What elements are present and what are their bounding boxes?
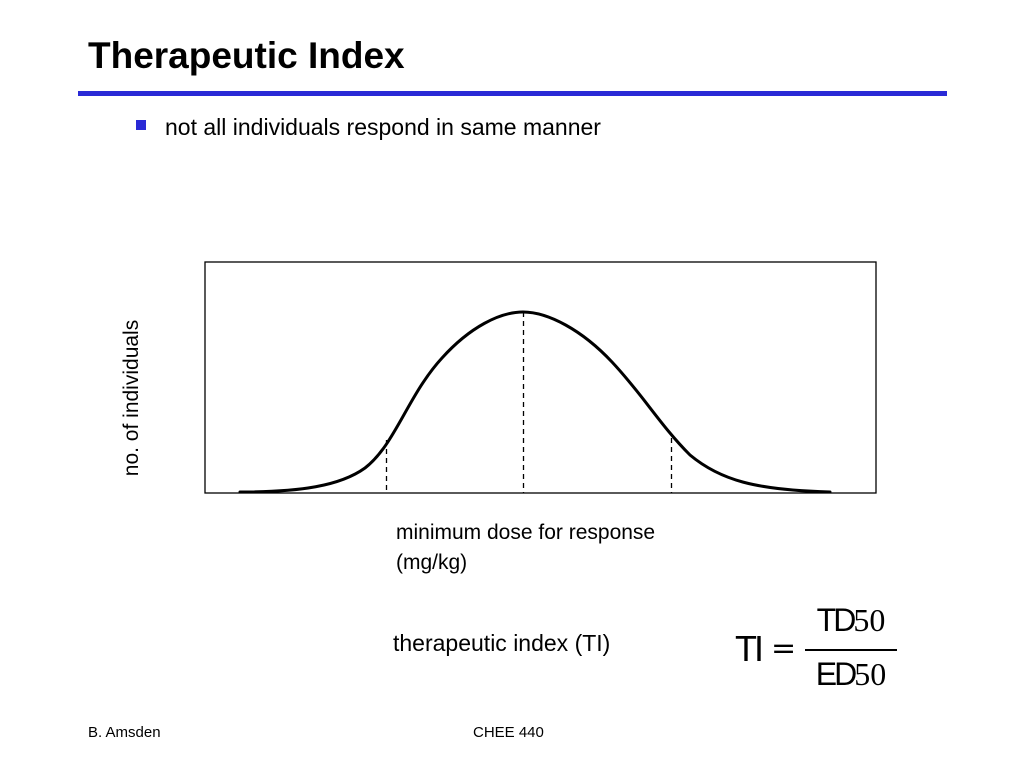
formula-lhs: TI xyxy=(735,628,764,669)
bell-curve xyxy=(238,310,832,494)
y-axis-label-wrap: no. of individuals xyxy=(112,300,152,496)
formula-denominator: ED50 xyxy=(805,656,897,692)
numerator-letters: TD xyxy=(816,602,857,638)
fraction-bar xyxy=(805,649,897,651)
numerator-digits: 50 xyxy=(853,602,886,638)
y-axis-label: no. of individuals xyxy=(120,319,143,477)
slide-title: Therapeutic Index xyxy=(88,35,405,76)
footer-course: CHEE 440 xyxy=(473,724,544,741)
formula-numerator: TD50 xyxy=(805,602,897,638)
bullet-text: not all individuals respond in same mann… xyxy=(165,114,601,140)
denominator-digits: 50 xyxy=(854,656,887,692)
ti-formula: TI = TD50 ED50 xyxy=(735,600,905,695)
x-axis-label-line1: minimum dose for response xyxy=(396,521,656,544)
formula-equals: = xyxy=(771,631,797,666)
plot-frame xyxy=(204,261,877,494)
footer-author: B. Amsden xyxy=(88,724,161,741)
therapeutic-index-label: therapeutic index (TI) xyxy=(393,630,611,656)
title-rule xyxy=(78,91,947,96)
denominator-letters: ED xyxy=(815,656,857,692)
x-axis-label: minimum dose for response (mg/kg) xyxy=(396,518,655,578)
bullet-square-icon xyxy=(136,120,146,130)
x-axis-label-line2: (mg/kg) xyxy=(396,551,468,574)
